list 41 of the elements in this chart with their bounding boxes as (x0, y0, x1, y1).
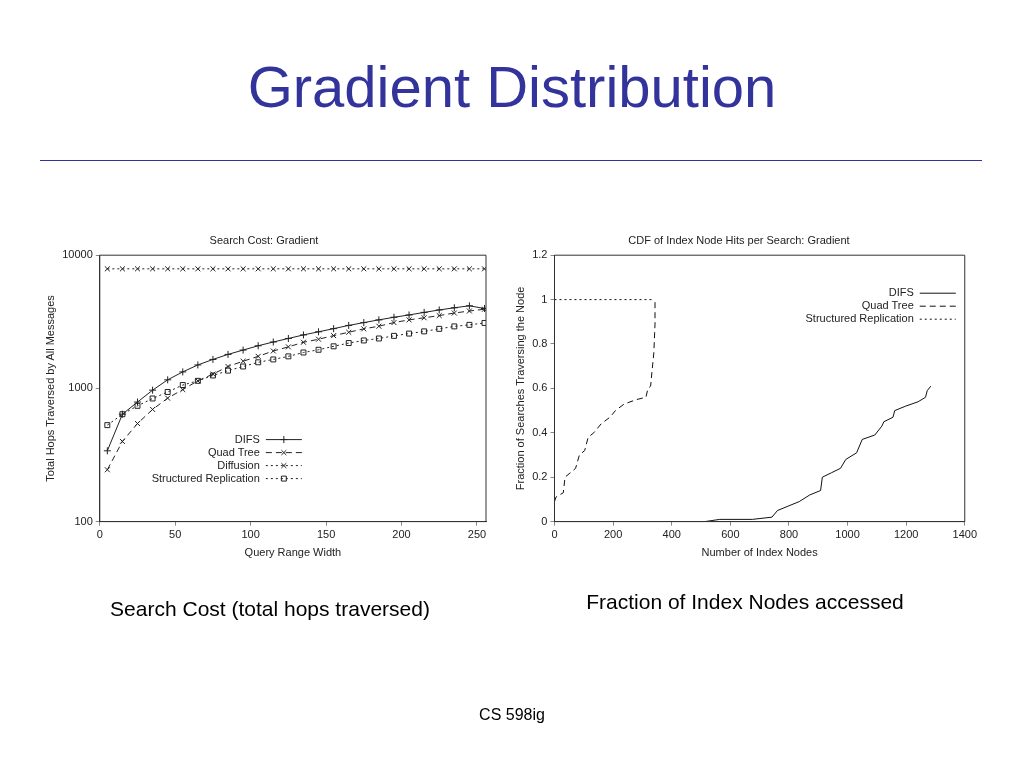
x-tick-label: 0 (96, 528, 103, 541)
x-axis-title: Number of Index Nodes (701, 546, 819, 559)
text: Fraction of Index Nodes accessed (585, 590, 905, 614)
y-axis-title: Total Hops Traversed by All Messages (43, 294, 56, 482)
y-tick-label: 1 (541, 292, 548, 305)
y-tick-label: 100 (74, 514, 93, 527)
x-tick-label: 200 (603, 528, 623, 541)
x-tick-label: 200 (392, 528, 411, 541)
y-tick-label: 0.6 (532, 381, 548, 394)
text: CS 598ig (478, 706, 546, 724)
x-tick-label: 150 (316, 528, 336, 541)
chart-title: Search Cost: Gradient (209, 233, 319, 246)
x-tick-label: 0 (551, 528, 558, 541)
x-tick-label: 600 (721, 528, 740, 541)
legend-label: Structured Replication (805, 312, 914, 325)
legend-label: Quad Tree (861, 299, 914, 312)
x-tick-label: 1200 (893, 528, 919, 541)
legend-label: Quad Tree (207, 445, 260, 458)
y-tick-label: 0.2 (532, 470, 548, 483)
x-tick-label: 1400 (952, 528, 978, 541)
text: Gradient Distribution (246, 54, 778, 119)
y-tick-label: 1000 (68, 381, 93, 394)
legend-label: DIFS (234, 432, 260, 445)
x-tick-label: 50 (169, 528, 182, 541)
y-tick-label: 0.4 (532, 425, 548, 438)
x-tick-label: 400 (662, 528, 681, 541)
x-tick-label: 1000 (835, 528, 860, 541)
legend-label: Diffusion (217, 458, 260, 471)
y-tick-label: 10000 (62, 248, 93, 261)
chart-title: CDF of Index Node Hits per Search: Gradient (628, 233, 850, 246)
legend-label: DIFS (888, 286, 914, 299)
legend-label: Structured Replication (151, 471, 260, 484)
y-tick-label: 0.8 (532, 337, 548, 350)
y-tick-label: 1.2 (532, 248, 548, 261)
text: Search Cost (total hops traversed) (109, 597, 431, 621)
x-tick-label: 100 (241, 528, 260, 541)
y-tick-label: 0 (541, 514, 548, 527)
y-axis-title: Fraction of Searches Traversing the Node (513, 286, 526, 491)
x-tick-label: 250 (467, 528, 487, 541)
x-tick-label: 800 (779, 528, 799, 541)
x-axis-title: Query Range Width (244, 546, 342, 559)
